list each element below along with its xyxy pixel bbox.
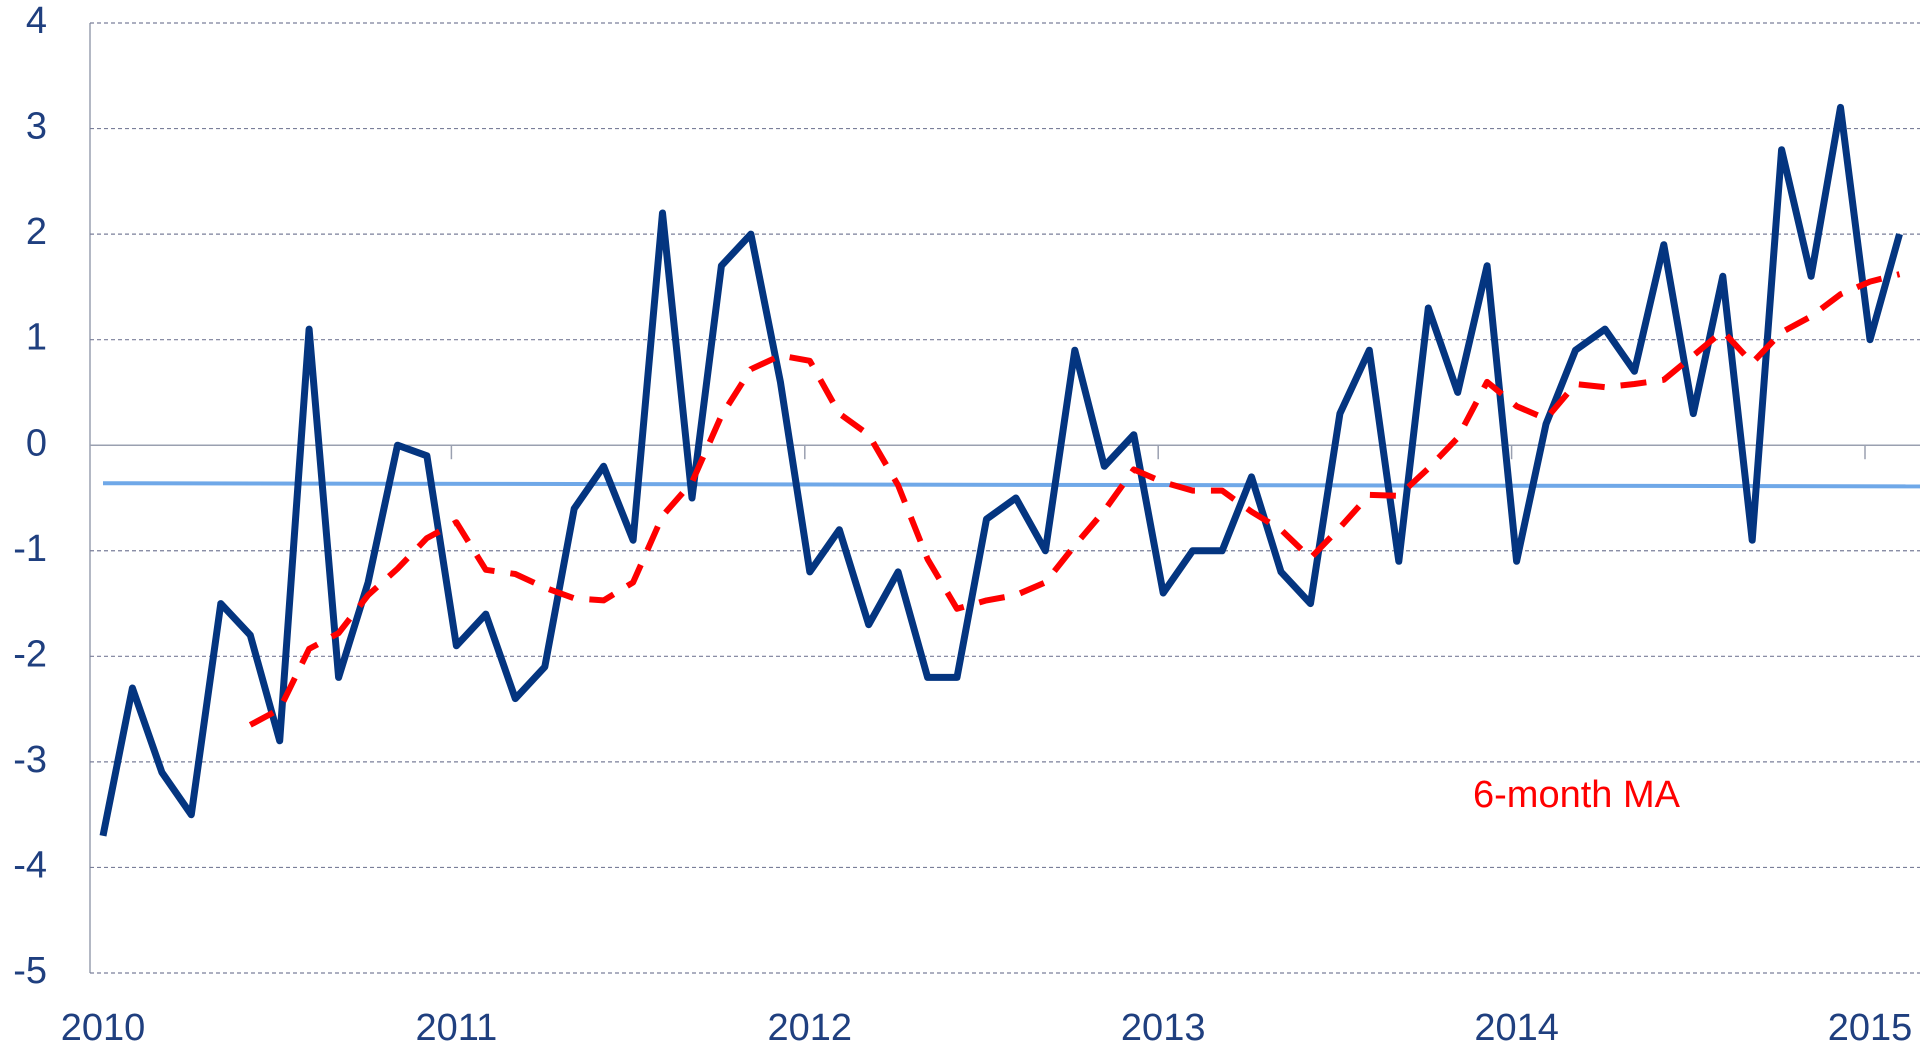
data-line bbox=[99, 103, 1903, 837]
y-tick-label: -2 bbox=[13, 633, 47, 675]
y-tick-label: 2 bbox=[26, 211, 47, 253]
trend-line bbox=[102, 481, 1921, 489]
y-tick-label: 0 bbox=[26, 422, 47, 464]
y-tick-label: -4 bbox=[13, 844, 47, 886]
x-tick-label: 2012 bbox=[768, 1007, 853, 1049]
x-tick-label: 2015 bbox=[1828, 1007, 1913, 1049]
series-label: 6-month MA bbox=[1473, 774, 1681, 816]
x-tick-label: 2013 bbox=[1121, 1007, 1206, 1049]
x-tick-label: 2011 bbox=[416, 1007, 498, 1049]
y-tick-label: -1 bbox=[13, 528, 47, 570]
x-tick-label: 2010 bbox=[61, 1007, 146, 1049]
y-tick-label: 4 bbox=[26, 0, 47, 42]
y-tick-label: 1 bbox=[26, 317, 47, 359]
moving-average-line bbox=[248, 271, 1901, 728]
y-tick-label: 3 bbox=[26, 106, 47, 148]
y-tick-label: -3 bbox=[13, 739, 47, 781]
y-tick-label: -5 bbox=[13, 950, 47, 992]
x-tick-label: 2014 bbox=[1474, 1007, 1559, 1049]
